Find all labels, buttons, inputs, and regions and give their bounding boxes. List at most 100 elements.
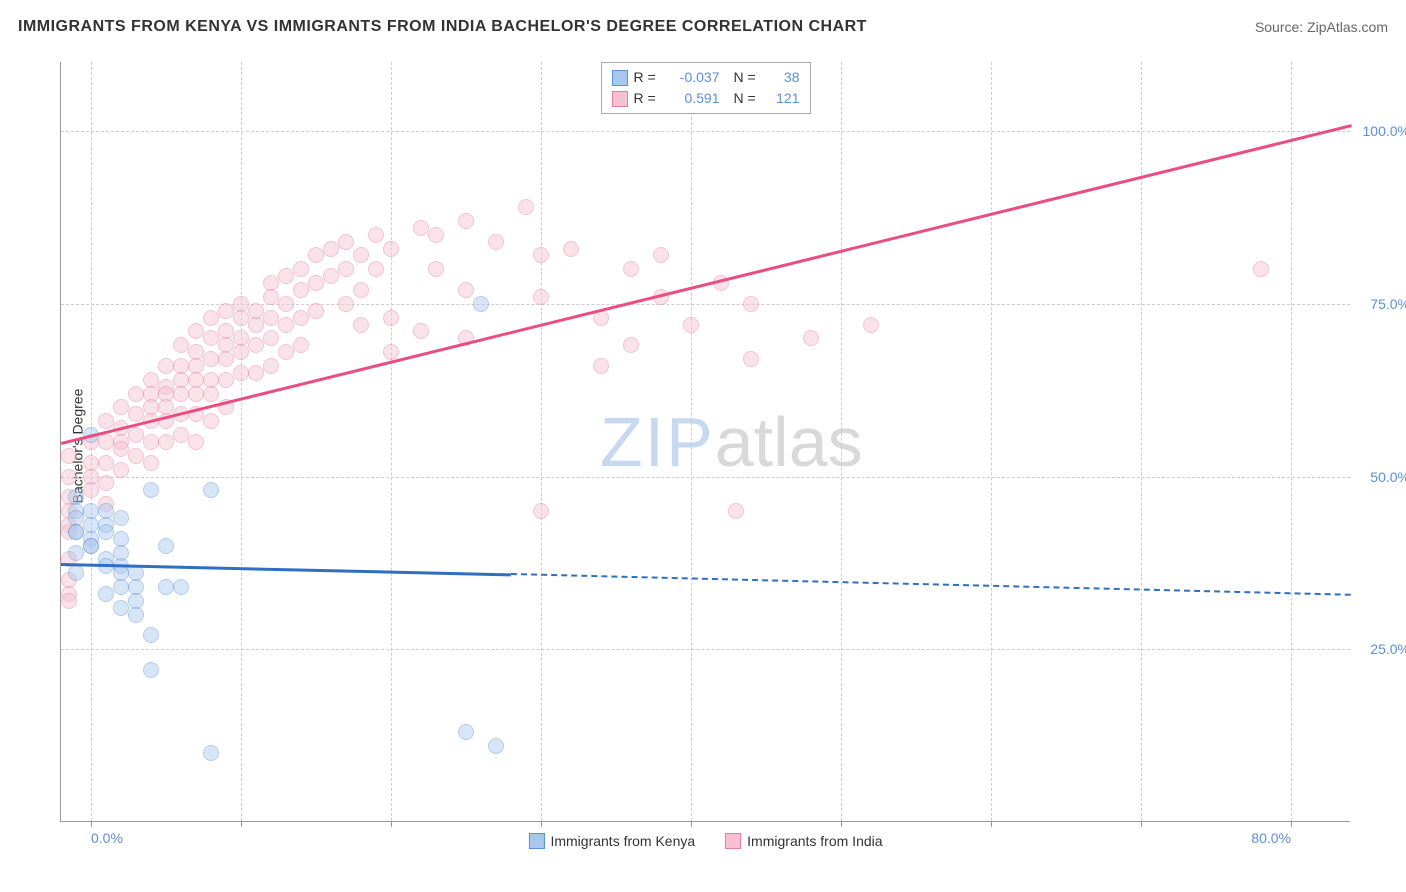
legend-label-india: Immigrants from India: [747, 833, 882, 849]
scatter-point: [128, 607, 144, 623]
legend-swatch-india: [725, 833, 741, 849]
scatter-point: [188, 386, 204, 402]
scatter-point: [353, 282, 369, 298]
scatter-point: [743, 296, 759, 312]
scatter-point: [233, 310, 249, 326]
x-tick: [841, 821, 842, 827]
scatter-point: [203, 413, 219, 429]
gridline-v: [841, 62, 842, 821]
scatter-point: [533, 503, 549, 519]
gridline-h: [61, 477, 1350, 478]
chart-plot-area: ZIPatlas R = -0.037 N = 38 R = 0.591 N =…: [60, 62, 1350, 822]
scatter-point: [143, 627, 159, 643]
r-value-india: 0.591: [670, 88, 720, 109]
y-tick-label: 100.0%: [1355, 123, 1406, 139]
gridline-h: [61, 131, 1350, 132]
watermark-zip: ZIP: [600, 403, 715, 481]
scatter-point: [98, 586, 114, 602]
scatter-point: [128, 448, 144, 464]
scatter-point: [83, 538, 99, 554]
x-tick: [541, 821, 542, 827]
scatter-point: [293, 310, 309, 326]
scatter-point: [218, 372, 234, 388]
scatter-point: [323, 241, 339, 257]
y-tick-label: 50.0%: [1355, 469, 1406, 485]
scatter-point: [158, 434, 174, 450]
y-tick-label: 25.0%: [1355, 641, 1406, 657]
scatter-point: [248, 365, 264, 381]
gridline-v: [1291, 62, 1292, 821]
scatter-point: [383, 344, 399, 360]
legend-swatch-kenya: [528, 833, 544, 849]
scatter-point: [263, 310, 279, 326]
correlation-row-kenya: R = -0.037 N = 38: [612, 67, 800, 88]
scatter-point: [458, 724, 474, 740]
scatter-point: [113, 510, 129, 526]
trend-line: [61, 124, 1352, 444]
scatter-point: [428, 261, 444, 277]
scatter-point: [293, 261, 309, 277]
scatter-point: [383, 241, 399, 257]
x-tick: [241, 821, 242, 827]
scatter-point: [233, 365, 249, 381]
scatter-point: [113, 579, 129, 595]
scatter-point: [188, 323, 204, 339]
gridline-v: [241, 62, 242, 821]
scatter-point: [68, 565, 84, 581]
scatter-point: [533, 247, 549, 263]
scatter-point: [263, 289, 279, 305]
scatter-point: [293, 337, 309, 353]
scatter-point: [203, 386, 219, 402]
scatter-point: [488, 738, 504, 754]
scatter-point: [743, 351, 759, 367]
scatter-point: [338, 296, 354, 312]
scatter-point: [158, 579, 174, 595]
scatter-point: [488, 234, 504, 250]
scatter-point: [203, 330, 219, 346]
correlation-row-india: R = 0.591 N = 121: [612, 88, 800, 109]
scatter-point: [278, 296, 294, 312]
x-tick: [1291, 821, 1292, 827]
scatter-point: [83, 482, 99, 498]
x-tick: [991, 821, 992, 827]
scatter-point: [623, 337, 639, 353]
scatter-point: [218, 303, 234, 319]
r-value-kenya: -0.037: [670, 67, 720, 88]
scatter-point: [233, 344, 249, 360]
scatter-point: [128, 427, 144, 443]
scatter-point: [143, 662, 159, 678]
gridline-v: [991, 62, 992, 821]
scatter-point: [293, 282, 309, 298]
scatter-point: [368, 227, 384, 243]
scatter-point: [203, 351, 219, 367]
scatter-point: [113, 399, 129, 415]
scatter-point: [61, 448, 77, 464]
scatter-point: [653, 247, 669, 263]
n-value-kenya: 38: [770, 67, 800, 88]
scatter-point: [61, 593, 77, 609]
scatter-point: [383, 310, 399, 326]
scatter-point: [413, 323, 429, 339]
scatter-point: [728, 503, 744, 519]
scatter-point: [278, 344, 294, 360]
scatter-point: [203, 310, 219, 326]
gridline-v: [541, 62, 542, 821]
scatter-point: [473, 296, 489, 312]
scatter-point: [338, 234, 354, 250]
scatter-point: [158, 538, 174, 554]
legend-label-kenya: Immigrants from Kenya: [550, 833, 695, 849]
scatter-point: [308, 275, 324, 291]
watermark: ZIPatlas: [600, 402, 863, 482]
scatter-point: [173, 386, 189, 402]
scatter-point: [353, 247, 369, 263]
gridline-v: [691, 62, 692, 821]
scatter-point: [98, 434, 114, 450]
scatter-point: [173, 427, 189, 443]
n-value-india: 121: [770, 88, 800, 109]
chart-title: IMMIGRANTS FROM KENYA VS IMMIGRANTS FROM…: [18, 18, 867, 36]
scatter-point: [248, 337, 264, 353]
scatter-point: [68, 545, 84, 561]
scatter-point: [428, 227, 444, 243]
scatter-point: [623, 261, 639, 277]
scatter-point: [113, 600, 129, 616]
